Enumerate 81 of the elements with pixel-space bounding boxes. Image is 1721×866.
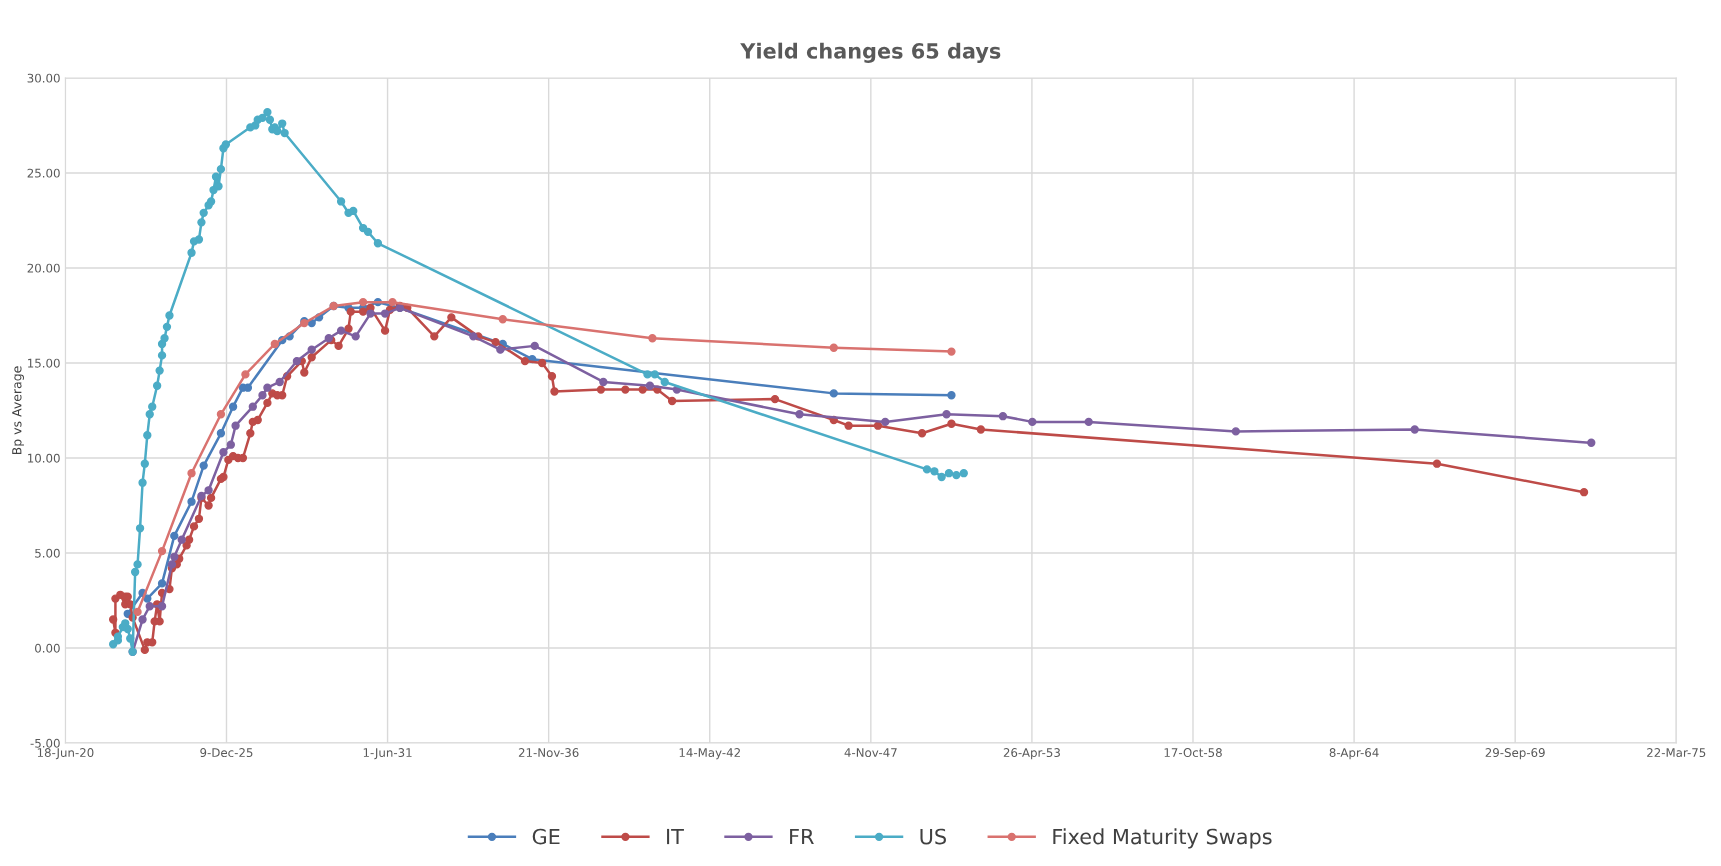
point xyxy=(177,535,186,544)
point xyxy=(133,607,142,617)
point xyxy=(204,486,213,495)
y-tick-label: 25.00 xyxy=(27,168,60,178)
x-tick-label: 18-Jun-20 xyxy=(37,748,94,760)
point xyxy=(1084,417,1093,427)
y-axis-title: Bp vs Average xyxy=(12,366,24,455)
point xyxy=(231,421,240,430)
legend-label: IT xyxy=(667,828,684,845)
x-tick-label: 4-Nov-47 xyxy=(844,748,897,758)
x-tick-label: 14-May-42 xyxy=(679,748,740,760)
point xyxy=(947,347,956,356)
point xyxy=(351,332,360,341)
point xyxy=(498,315,507,324)
point xyxy=(307,318,316,328)
x-tick-label: 9-Dec-25 xyxy=(200,748,253,758)
x-tick-label: 22-Mar-75 xyxy=(1647,748,1706,758)
y-tick-label: 20.00 xyxy=(27,263,60,273)
point xyxy=(469,332,478,341)
point xyxy=(998,412,1008,421)
x-tick-label: 29-Sep-69 xyxy=(1485,748,1545,760)
point xyxy=(292,356,302,366)
point xyxy=(1028,417,1037,427)
point xyxy=(1231,427,1241,436)
point xyxy=(216,410,226,419)
point xyxy=(380,309,390,318)
point xyxy=(170,552,179,561)
y-tick-label: 0.00 xyxy=(35,643,60,653)
point xyxy=(942,410,951,419)
point xyxy=(496,345,505,354)
point xyxy=(947,391,956,400)
y-tick-label: 5.00 xyxy=(35,548,60,558)
point xyxy=(1410,425,1419,434)
point xyxy=(145,602,154,611)
legend-label: GE xyxy=(532,828,560,845)
point xyxy=(307,345,316,354)
point xyxy=(138,615,147,624)
point xyxy=(829,343,838,352)
point xyxy=(226,440,236,449)
point xyxy=(795,410,804,419)
point xyxy=(216,429,226,438)
x-tick-label: 21-Nov-36 xyxy=(518,748,579,758)
point xyxy=(358,298,368,307)
legend-label: FR xyxy=(790,828,814,845)
point xyxy=(187,497,196,506)
point xyxy=(829,389,838,398)
point xyxy=(219,448,228,457)
point xyxy=(157,546,167,556)
point xyxy=(270,339,279,349)
point xyxy=(263,383,272,392)
chart-title: Yield changes 65 days xyxy=(740,42,1001,63)
point xyxy=(336,326,346,335)
x-tick-label: 26-Apr-53 xyxy=(1003,748,1060,760)
x-tick-label: 8-Apr-64 xyxy=(1329,748,1379,760)
point xyxy=(199,461,208,470)
point xyxy=(170,531,179,541)
point xyxy=(157,602,167,611)
point xyxy=(648,334,657,343)
point xyxy=(366,309,375,318)
point xyxy=(645,381,655,390)
point xyxy=(228,402,238,411)
point xyxy=(241,370,250,379)
point xyxy=(599,377,608,387)
legend-label: Fixed Maturity Swaps xyxy=(1053,828,1272,849)
point xyxy=(1587,438,1596,447)
x-tick-label: 17-Oct-58 xyxy=(1164,748,1222,758)
legend-label: US xyxy=(920,828,946,845)
point xyxy=(258,391,267,400)
point xyxy=(275,377,284,387)
y-tick-label: 15.00 xyxy=(28,358,60,368)
y-tick-label: 30.00 xyxy=(27,73,60,83)
point xyxy=(530,341,539,351)
point xyxy=(881,417,890,427)
point xyxy=(187,469,196,478)
point xyxy=(157,579,167,588)
point xyxy=(388,298,397,307)
point xyxy=(248,402,257,411)
x-tick-label: 1-Jun-31 xyxy=(363,748,412,760)
y-tick-label: 10.00 xyxy=(28,453,60,463)
y-tick-label: -5.00 xyxy=(30,738,60,748)
point xyxy=(167,560,177,569)
